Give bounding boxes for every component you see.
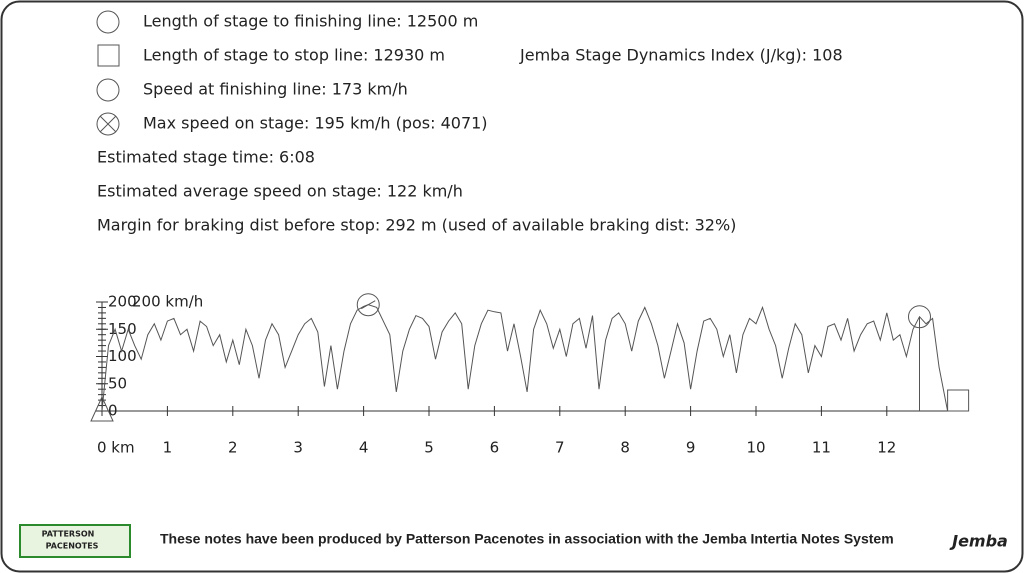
- icon-circle: [96, 10, 120, 34]
- marker-cross: [360, 300, 376, 310]
- icon-circle-cross: [96, 112, 120, 136]
- marker-circle-cross: [356, 293, 380, 317]
- y-tick-label: 0: [108, 402, 118, 420]
- info-text: Margin for braking dist before stop: 292…: [97, 216, 736, 235]
- x-tick-label: 9: [686, 439, 696, 457]
- x-tick-label: 8: [620, 439, 630, 457]
- icon-cross: [99, 115, 117, 133]
- icon-square: [97, 44, 120, 67]
- info-text: Length of stage to finishing line: 12500…: [143, 12, 478, 31]
- logo-text: PATTERSON: [42, 530, 95, 539]
- info-text: Length of stage to stop line: 12930 m: [143, 46, 445, 65]
- y-tick-label: 100: [108, 347, 137, 365]
- x-tick-label: 2: [228, 439, 238, 457]
- x-tick-label: 10: [746, 439, 765, 457]
- x-tick-label: 12: [877, 439, 896, 457]
- x-tick-label: 4: [359, 439, 369, 457]
- x-tick-label: 5: [424, 439, 434, 457]
- x-tick-label: 0 km: [97, 439, 135, 457]
- icon-circle: [96, 78, 120, 102]
- y-tick-label: 200: [108, 293, 137, 311]
- info-text: Speed at finishing line: 173 km/h: [143, 80, 408, 99]
- footer-note: These notes have been produced by Patter…: [160, 531, 894, 547]
- info-text: Max speed on stage: 195 km/h (pos: 4071): [143, 114, 488, 133]
- logo-text: PACENOTES: [46, 542, 99, 551]
- x-tick-label: 6: [490, 439, 500, 457]
- logo-jemba: Jemba: [949, 532, 1008, 551]
- speed-line: [101, 304, 949, 412]
- info-text: Jemba Stage Dynamics Index (J/kg): 108: [519, 46, 843, 65]
- marker-stop: [947, 389, 970, 412]
- x-tick-label: 11: [812, 439, 831, 457]
- info-text: Estimated stage time: 6:08: [97, 148, 315, 167]
- y-axis-label: 200 km/h: [132, 293, 203, 311]
- marker-start: [90, 395, 114, 422]
- logo-box: [19, 524, 131, 558]
- info-text: Estimated average speed on stage: 122 km…: [97, 182, 463, 201]
- x-tick-label: 1: [163, 439, 173, 457]
- x-tick-label: 3: [293, 439, 303, 457]
- y-tick-label: 50: [108, 374, 127, 392]
- x-tick-label: 7: [555, 439, 565, 457]
